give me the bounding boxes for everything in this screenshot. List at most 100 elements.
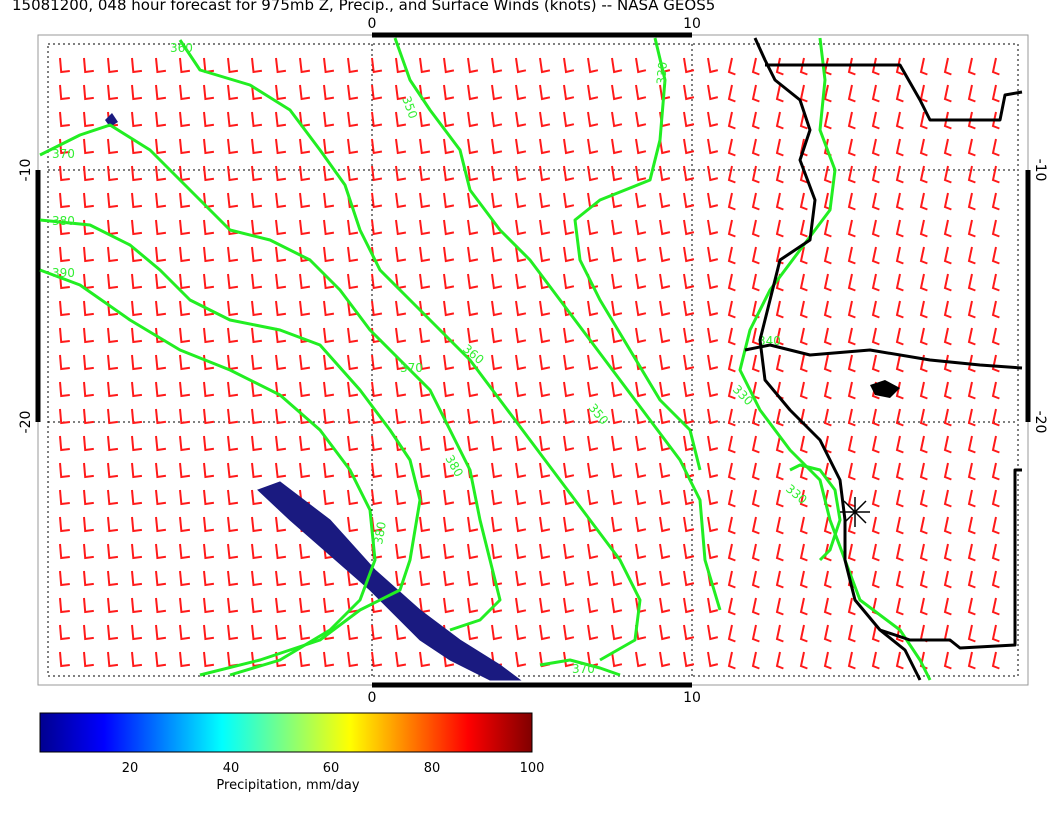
wind-barb: [419, 543, 431, 560]
wind-barb: [991, 489, 1000, 508]
wind-barb: [895, 219, 904, 238]
wind-barb: [659, 273, 671, 290]
wind-barb: [847, 300, 856, 319]
wind-barb: [659, 138, 671, 155]
wind-barb: [871, 408, 880, 427]
wind-barb: [419, 300, 431, 317]
wind-barb: [491, 84, 503, 101]
wind-barb: [611, 651, 623, 668]
wind-barb: [895, 381, 904, 400]
wind-barb: [107, 624, 119, 641]
wind-barb: [847, 543, 856, 562]
wind-barb: [371, 435, 383, 452]
contour-label: 330: [654, 61, 670, 85]
wind-barb: [131, 219, 143, 236]
wind-barb: [443, 354, 455, 371]
wind-barb: [563, 138, 575, 155]
wind-barb: [323, 246, 335, 263]
wind-barb: [823, 570, 832, 589]
wind-barb: [823, 354, 832, 373]
wind-barb: [371, 219, 383, 236]
wind-barb: [419, 57, 431, 74]
wind-barb: [611, 624, 623, 641]
wind-barb: [635, 246, 647, 263]
wind-barb: [203, 408, 215, 425]
wind-barb: [775, 111, 784, 130]
wind-barb: [707, 516, 719, 533]
wind-barb: [683, 192, 695, 209]
wind-barb: [299, 435, 311, 452]
wind-barb: [155, 543, 167, 560]
wind-barb: [59, 597, 70, 614]
wind-barb: [395, 219, 407, 236]
wind-barb: [943, 435, 952, 454]
wind-barb: [179, 84, 191, 101]
wind-barb: [967, 489, 976, 508]
wind-barb: [515, 300, 527, 317]
wind-barb: [727, 381, 736, 400]
wind-barb: [683, 300, 695, 317]
wind-barb: [515, 138, 527, 155]
wind-barb: [991, 408, 1000, 427]
wind-barb: [179, 273, 191, 290]
wind-barb: [823, 381, 832, 400]
wind-barb: [991, 192, 1000, 211]
wind-barb: [611, 57, 623, 74]
wind-barb: [635, 192, 647, 209]
wind-barb: [919, 111, 928, 130]
wind-barb: [227, 327, 239, 344]
wind-barb: [227, 246, 239, 263]
wind-barb: [275, 246, 287, 263]
wind-barb: [419, 408, 431, 425]
wind-barb: [587, 462, 599, 479]
wind-barb: [799, 57, 808, 76]
wind-barb: [347, 138, 359, 155]
wind-barb: [323, 219, 335, 236]
wind-barb: [635, 273, 647, 290]
wind-barb: [299, 57, 311, 74]
wind-barb: [443, 138, 455, 155]
wind-barb: [467, 381, 479, 398]
wind-barb: [179, 354, 191, 371]
wind-barb: [371, 273, 383, 290]
contour-380: [39, 218, 422, 677]
wind-barb: [943, 354, 952, 373]
wind-barb: [59, 651, 70, 668]
wind-barb: [491, 192, 503, 209]
wind-barb: [799, 354, 808, 373]
wind-barb: [419, 246, 431, 263]
wind-barb: [539, 435, 551, 452]
wind-barb: [515, 165, 527, 182]
contour-label: 380: [371, 521, 389, 546]
wind-barb: [751, 570, 760, 589]
wind-barb: [775, 597, 784, 616]
wind-barb: [491, 597, 503, 614]
wind-barb: [275, 327, 287, 344]
wind-barb: [707, 624, 719, 641]
wind-barb: [275, 273, 287, 290]
wind-barb: [775, 624, 784, 643]
wind-barb: [203, 219, 215, 236]
wind-barb: [155, 84, 167, 101]
wind-barb: [871, 246, 880, 265]
wind-barb: [587, 435, 599, 452]
wind-barb: [419, 219, 431, 236]
wind-barb: [611, 192, 623, 209]
wind-barb: [179, 111, 191, 128]
wind-barb: [919, 246, 928, 265]
wind-barb: [347, 300, 359, 317]
wind-barb: [515, 570, 527, 587]
wind-barb: [227, 597, 239, 614]
wind-barb: [775, 57, 784, 76]
wind-barb: [467, 327, 479, 344]
wind-barb: [895, 192, 904, 211]
wind-barb: [275, 219, 287, 236]
wind-barb: [371, 84, 383, 101]
wind-barb: [59, 300, 70, 317]
wind-barb: [539, 597, 551, 614]
wind-barb: [895, 570, 904, 589]
wind-barb: [539, 246, 551, 263]
wind-barb: [179, 57, 191, 74]
wind-barb: [563, 192, 575, 209]
tick-left-minus10: -10: [18, 159, 34, 182]
